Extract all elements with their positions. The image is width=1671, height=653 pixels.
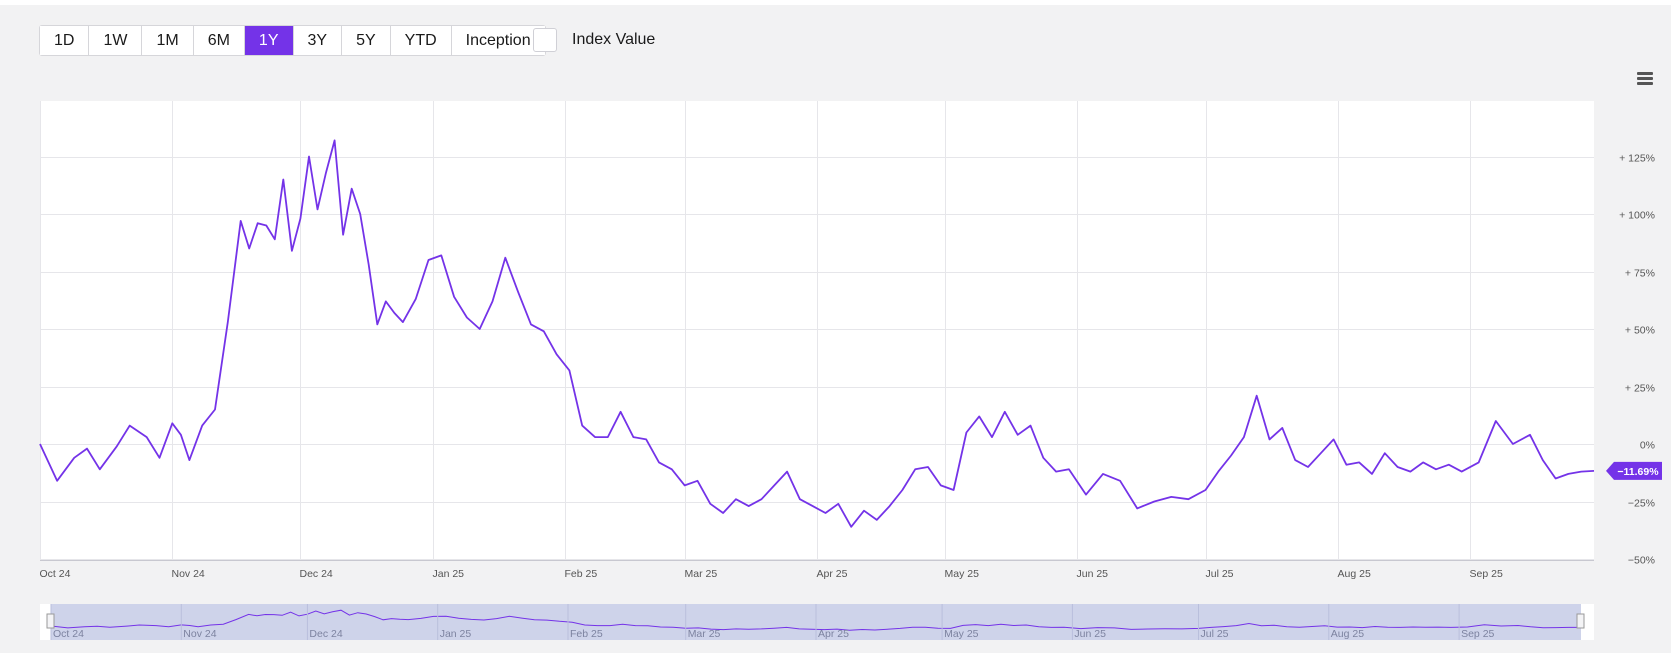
x-tick-label: Mar 25 [685,568,718,580]
navigator-handle-right[interactable] [1576,613,1585,629]
navigator-tick-label: Jul 25 [1201,628,1229,640]
x-tick-label: Feb 25 [565,568,598,580]
index-value-checkbox[interactable] [533,28,557,52]
x-tick-label: Jun 25 [1077,568,1109,580]
y-tick-label: −25% [1628,498,1655,510]
navigator-tick-label: Aug 25 [1331,628,1364,640]
x-tick-label: Oct 24 [40,568,71,580]
y-tick-label: + 125% [1619,153,1655,165]
x-tick-label: Apr 25 [817,568,848,580]
range-button-1m[interactable]: 1M [142,26,194,55]
x-tick-label: Dec 24 [300,568,333,580]
x-tick-label: Sep 25 [1470,568,1503,580]
hamburger-menu-icon[interactable] [1634,69,1658,89]
range-button-3y[interactable]: 3Y [293,26,343,55]
index-value-label: Index Value [572,31,656,48]
x-tick-label: Jul 25 [1206,568,1234,580]
range-button-5y[interactable]: 5Y [342,26,391,55]
range-button-1y[interactable]: 1Y [244,26,294,55]
navigator-handle-left[interactable] [46,613,55,629]
last-value-badge [1606,461,1662,480]
series-line [39,139,1595,528]
navigator-tick-label: Dec 24 [309,628,342,640]
range-button-6m[interactable]: 6M [193,26,245,55]
x-tick-label: Jan 25 [433,568,465,580]
navigator-tick-label: Nov 24 [183,628,216,640]
navigator-tick-label: Mar 25 [688,628,721,640]
navigator-tick-label: Sep 25 [1461,628,1494,640]
range-button-1w[interactable]: 1W [89,26,143,55]
navigator-tick-label: Feb 25 [570,628,603,640]
y-tick-label: + 75% [1625,268,1655,280]
y-tick-label: −50% [1628,555,1655,567]
navigator-tick-label: Oct 24 [53,628,84,640]
y-tick-label: 0% [1640,440,1655,452]
x-tick-label: May 25 [945,568,980,580]
range-button-1d[interactable]: 1D [40,26,90,55]
navigator-tick-label: Apr 25 [818,628,849,640]
y-tick-label: + 25% [1625,383,1655,395]
y-tick-label: + 100% [1619,210,1655,222]
range-button-inception[interactable]: Inception [451,26,545,55]
x-tick-label: Aug 25 [1338,568,1371,580]
last-value-label: −11.69% [1617,466,1659,478]
navigator-tick-label: Jun 25 [1074,628,1106,640]
y-tick-label: + 50% [1625,325,1655,337]
range-button-ytd[interactable]: YTD [390,26,452,55]
navigator-tick-label: May 25 [944,628,979,640]
x-tick-label: Nov 24 [172,568,205,580]
navigator-tick-label: Jan 25 [440,628,472,640]
range-selector: 1D 1W 1M 6M 1Y 3Y 5Y YTD Inception [39,25,546,56]
navigator-series-line [50,609,1581,631]
